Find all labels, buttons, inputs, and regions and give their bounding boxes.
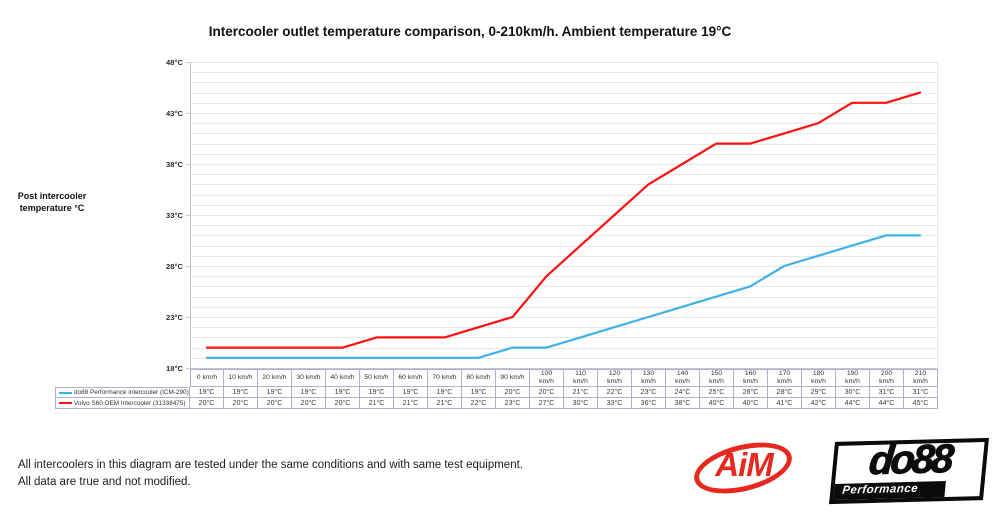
table-header-cell: 60 km/h (394, 369, 428, 387)
table-value-cell: 19°C (190, 387, 224, 398)
do88-logo: do88 Performance (829, 436, 989, 505)
table-value-cell: 22°C (598, 387, 632, 398)
table-value-cell: 31°C (870, 387, 904, 398)
legend-label: do88 Performance intercooler (ICM-290) (74, 389, 189, 396)
legend-item: do88 Performance intercooler (ICM-290) (55, 387, 190, 398)
footer-note: All intercoolers in this diagram are tes… (18, 457, 523, 490)
table-value-cell: 27°C (530, 398, 564, 409)
table-value-cell: 29°C (802, 387, 836, 398)
table-header-cell: 80 km/h (462, 369, 496, 387)
table-value-cell: 42°C (802, 398, 836, 409)
table-header-cell: 180 km/h (802, 369, 836, 387)
table-header-cell: 140 km/h (666, 369, 700, 387)
table-value-cell: 41°C (768, 398, 802, 409)
table-value-cell: 26°C (734, 387, 768, 398)
table-value-cell: 38°C (666, 398, 700, 409)
table-value-cell: 20°C (326, 398, 360, 409)
y-axis-title: Post intercooler temperature °C (8, 191, 96, 214)
table-value-cell: 21°C (394, 398, 428, 409)
table-value-cell: 36°C (632, 398, 666, 409)
legend-line-icon (59, 402, 72, 404)
series-line (205, 234, 922, 359)
legend-line-icon (59, 391, 72, 394)
table-value-cell: 19°C (394, 387, 428, 398)
chart-title: Intercooler outlet temperature compariso… (208, 24, 732, 39)
table-header-cell: 130 km/h (632, 369, 666, 387)
table-header-cell: 90 km/h (496, 369, 530, 387)
table-value-cell: 19°C (360, 387, 394, 398)
table-value-cell: 20°C (496, 387, 530, 398)
table-value-cell: 28°C (768, 387, 802, 398)
table-header-cell: 0 km/h (190, 369, 224, 387)
table-value-cell: 22°C (462, 398, 496, 409)
table-value-cell: 19°C (462, 387, 496, 398)
footer-line1: All intercoolers in this diagram are tes… (18, 459, 523, 471)
aim-logo-text: AiM (715, 446, 774, 483)
table-value-cell: 25°C (700, 387, 734, 398)
table-header-cell: 160 km/h (734, 369, 768, 387)
table-value-cell: 30°C (564, 398, 598, 409)
do88-logo-subtext: Performance (833, 481, 946, 500)
table-value-cell: 19°C (326, 387, 360, 398)
table-header-cell: 50 km/h (360, 369, 394, 387)
table-value-cell: 44°C (870, 398, 904, 409)
y-tick-label: 43°C (166, 109, 183, 118)
do88-logo-box: do88 Performance (829, 436, 989, 505)
table-value-cell: 20°C (530, 387, 564, 398)
table-value-cell: 23°C (496, 398, 530, 409)
y-tick-label: 48°C (166, 58, 183, 67)
legend-item: Volvo S60 OEM Intercooler (31338475) (55, 398, 190, 409)
table-header-cell: 170 km/h (768, 369, 802, 387)
table-value-cell: 19°C (292, 387, 326, 398)
table-value-cell: 31°C (904, 387, 938, 398)
table-value-cell: 19°C (224, 387, 258, 398)
table-header-cell: 110 km/h (564, 369, 598, 387)
table-value-cell: 40°C (734, 398, 768, 409)
table-header-cell: 190 km/h (836, 369, 870, 387)
series-line (205, 91, 922, 349)
table-header-cell: 100 km/h (530, 369, 564, 387)
table-value-cell: 40°C (700, 398, 734, 409)
table-value-cell: 20°C (258, 398, 292, 409)
aim-logo: AiM (688, 433, 798, 503)
y-tick-label: 28°C (166, 262, 183, 271)
table-value-cell: 19°C (428, 387, 462, 398)
table-value-cell: 21°C (428, 398, 462, 409)
table-value-cell: 33°C (598, 398, 632, 409)
table-value-cell: 44°C (836, 398, 870, 409)
table-value-cell: 20°C (224, 398, 258, 409)
table-value-cell: 20°C (292, 398, 326, 409)
y-axis-title-line1: Post intercooler (17, 191, 87, 201)
table-header-cell: 40 km/h (326, 369, 360, 387)
table-header-cell: 210 km/h (904, 369, 938, 387)
footer-line2: All data are true and not modified. (18, 475, 191, 488)
table-header-cell: 30 km/h (292, 369, 326, 387)
legend-label: Volvo S60 OEM Intercooler (31338475) (74, 399, 186, 407)
table-value-cell: 24°C (666, 387, 700, 398)
table-header-cell: 70 km/h (428, 369, 462, 387)
table-value-cell: 21°C (564, 387, 598, 398)
table-header-cell: 150 km/h (700, 369, 734, 387)
table-header-cell: 20 km/h (258, 369, 292, 387)
table-value-cell: 21°C (360, 398, 394, 409)
table-corner-spacer (55, 369, 190, 387)
table-header-cell: 120 km/h (598, 369, 632, 387)
y-axis-title-line2: temperature °C (19, 202, 85, 213)
y-tick-label: 38°C (166, 160, 183, 169)
table-value-cell: 19°C (258, 387, 292, 398)
table-value-cell: 30°C (836, 387, 870, 398)
do88-logo-text: do88 (867, 436, 954, 484)
y-tick-label: 23°C (166, 313, 183, 322)
table-value-cell: 45°C (904, 398, 938, 409)
table-header-cell: 10 km/h (224, 369, 258, 387)
data-table: 0 km/h 10 km/h 20 km/h 30 km/h 40 km/h 50 km/… (55, 369, 938, 409)
table-header-cell: 200 km/h (870, 369, 904, 387)
y-tick-label: 33°C (166, 211, 183, 220)
table-value-cell: 23°C (632, 387, 666, 398)
table-value-cell: 20°C (190, 398, 224, 409)
